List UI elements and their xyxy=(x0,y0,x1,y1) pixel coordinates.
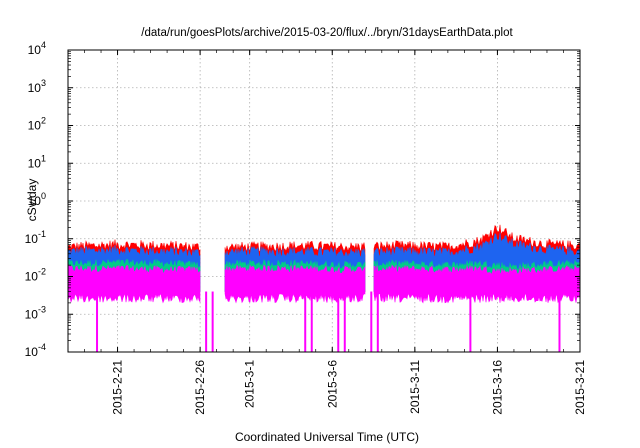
x-tick-label: 2015-3-6 xyxy=(325,360,339,408)
x-tick-label: 2015-3-1 xyxy=(243,360,257,408)
y-tick-label: 10-3 xyxy=(25,304,46,321)
y-tick-label: 103 xyxy=(28,78,46,95)
x-tick-label: 2015-3-11 xyxy=(408,360,422,414)
series-floor-fill xyxy=(67,291,201,304)
series-area-3 xyxy=(224,264,366,292)
y-tick-label: 10-4 xyxy=(25,342,46,359)
y-axis-ticks: 10-4 10-3 10-2 10-1 100 101 102 103 104 xyxy=(25,40,580,359)
plot-area xyxy=(67,224,581,352)
plot-frame xyxy=(67,49,581,353)
x-tick-label: 2015-2-26 xyxy=(193,360,207,415)
y-tick-label: 100 xyxy=(28,191,46,208)
series-floor-fill xyxy=(224,291,366,304)
x-axis-label: Coordinated Universal Time (UTC) xyxy=(235,430,419,444)
series-area-3 xyxy=(67,264,201,292)
y-tick-label: 10-2 xyxy=(25,267,46,284)
series-floor-fill xyxy=(373,291,581,304)
y-tick-label: 104 xyxy=(28,40,46,57)
y-tick-label: 101 xyxy=(28,153,46,170)
chart-title: /data/run/goesPlots/archive/2015-03-20/f… xyxy=(141,27,513,39)
x-tick-label: 2015-2-21 xyxy=(111,360,125,415)
y-tick-label: 102 xyxy=(28,116,46,133)
series-area-3 xyxy=(373,264,581,292)
x-tick-label: 2015-3-21 xyxy=(573,360,587,415)
y-tick-label: 10-1 xyxy=(25,229,46,246)
y-axis-label: cSv/day xyxy=(25,179,39,222)
x-tick-label: 2015-3-16 xyxy=(490,360,504,415)
